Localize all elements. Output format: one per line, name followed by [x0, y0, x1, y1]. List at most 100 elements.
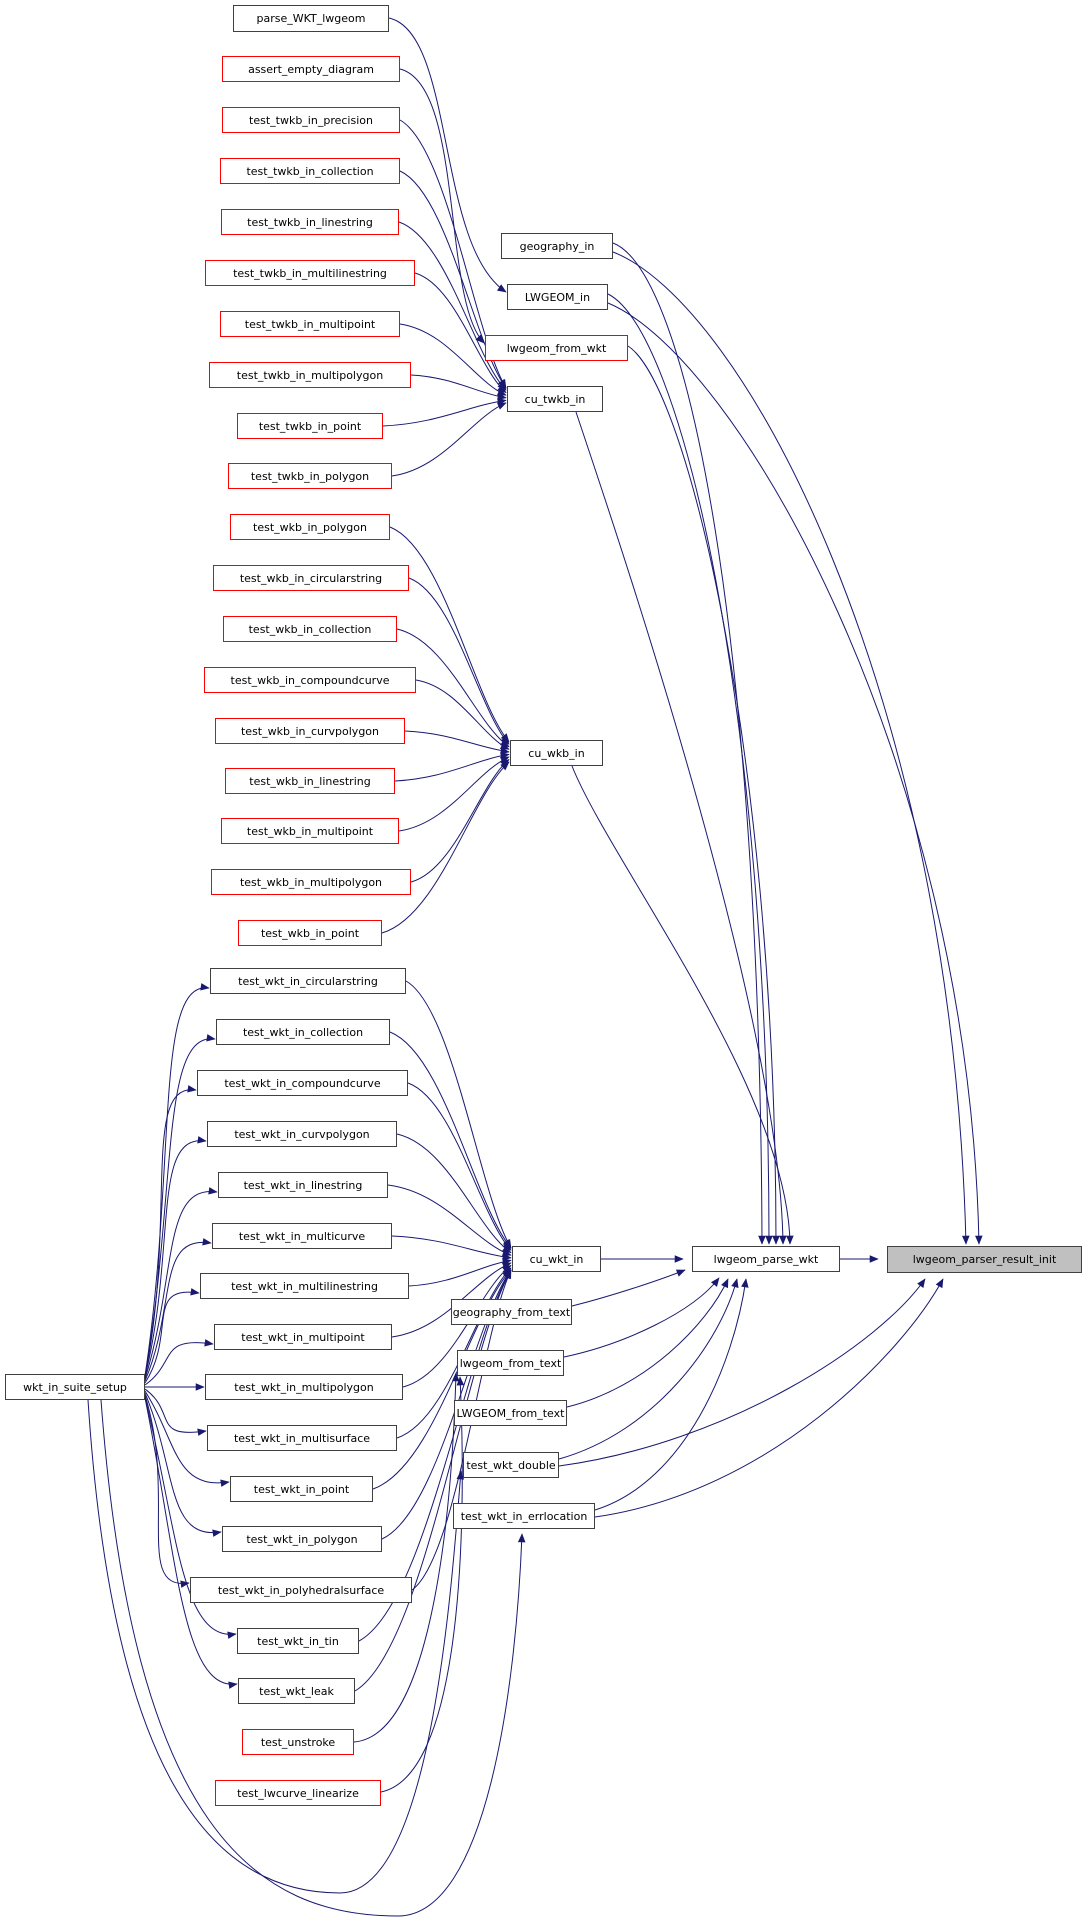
node-label: lwgeom_from_wkt [506, 341, 607, 355]
node-cu_wkt_in[interactable]: cu_wkt_in [512, 1246, 601, 1272]
node-LWGEOM_in[interactable]: LWGEOM_in [507, 284, 608, 310]
node-label: test_wkb_in_polygon [253, 520, 367, 534]
node-cu_wkb_in[interactable]: cu_wkb_in [510, 740, 603, 766]
node-test_wkt_in_circularstring[interactable]: test_wkt_in_circularstring [210, 968, 406, 994]
edge-test_wkt_in_multilinestring-cu_wkt_in [408, 1257, 512, 1287]
edge-test_wkb_in_linestring-cu_wkb_in [394, 751, 510, 782]
node-label: test_wkb_in_point [260, 926, 360, 940]
node-label: test_wkt_in_polyhedralsurface [217, 1583, 385, 1597]
edge-wkt_in_suite_setup-test_wkt_in_multisurface [144, 1388, 207, 1436]
node-label: cu_wkb_in [528, 746, 585, 760]
edge-test_wkb_in_multipolygon-cu_wkb_in [410, 758, 510, 883]
edge-test_wkt_in_circularstring-cu_wkt_in [405, 980, 512, 1249]
node-test_wkt_in_compoundcurve[interactable]: test_wkt_in_compoundcurve [197, 1070, 408, 1096]
node-assert_empty_diagram[interactable]: assert_empty_diagram [222, 56, 400, 82]
node-test_twkb_in_collection[interactable]: test_twkb_in_collection [220, 158, 400, 184]
node-label: test_twkb_in_multilinestring [233, 266, 387, 280]
node-test_wkt_in_polyhedralsurface[interactable]: test_wkt_in_polyhedralsurface [190, 1577, 412, 1603]
node-test_wkt_in_multipolygon[interactable]: test_wkt_in_multipolygon [205, 1374, 403, 1400]
node-test_twkb_in_multilinestring[interactable]: test_twkb_in_multilinestring [205, 260, 415, 286]
node-test_wkb_in_linestring[interactable]: test_wkb_in_linestring [225, 768, 395, 794]
node-geography_in[interactable]: geography_in [501, 233, 613, 259]
node-test_wkt_in_multipoint[interactable]: test_wkt_in_multipoint [214, 1324, 392, 1350]
node-test_wkb_in_curvpolygon[interactable]: test_wkb_in_curvpolygon [215, 718, 405, 744]
node-test_wkb_in_multipolygon[interactable]: test_wkb_in_multipolygon [211, 869, 411, 895]
node-test_wkt_in_multilinestring[interactable]: test_wkt_in_multilinestring [200, 1273, 409, 1299]
node-test_wkb_in_collection[interactable]: test_wkb_in_collection [223, 616, 397, 642]
node-test_wkb_in_circularstring[interactable]: test_wkb_in_circularstring [213, 565, 409, 591]
node-geography_from_text[interactable]: geography_from_text [451, 1299, 572, 1325]
edge-test_wkt_in_point-cu_wkt_in [372, 1269, 512, 1490]
edge-geography_in-lwgeom_parser_result_init [612, 251, 970, 1245]
node-lwgeom_from_text[interactable]: lwgeom_from_text [457, 1350, 564, 1376]
edge-wkt_in_suite_setup-test_wkt_in_multilinestring [144, 1288, 200, 1384]
node-test_twkb_in_multipolygon[interactable]: test_twkb_in_multipolygon [209, 362, 411, 388]
node-test_wkb_in_multipoint[interactable]: test_wkb_in_multipoint [221, 818, 399, 844]
node-test_twkb_in_multipoint[interactable]: test_twkb_in_multipoint [220, 311, 400, 337]
edge-geography_in-lwgeom_parse_wkt [612, 242, 766, 1245]
node-test_wkt_in_tin[interactable]: test_wkt_in_tin [237, 1628, 359, 1654]
node-label: test_wkb_in_compoundcurve [230, 673, 390, 687]
edge-test_wkt_double-lwgeom_parser_result_init [558, 1278, 926, 1467]
edge-test_wkb_in_point-cu_wkb_in [381, 761, 510, 934]
edge-wkt_in_suite_setup-test_wkt_in_tin [144, 1397, 237, 1639]
node-label: geography_from_text [452, 1305, 571, 1319]
edge-lwgeom_from_wkt-lwgeom_parse_wkt [627, 345, 780, 1245]
edge-test_wkt_in_errlocation-lwgeom_parse_wkt [594, 1278, 749, 1511]
node-label: test_wkt_in_compoundcurve [224, 1076, 381, 1090]
node-test_twkb_in_linestring[interactable]: test_twkb_in_linestring [221, 209, 399, 235]
node-test_unstroke[interactable]: test_unstroke [242, 1729, 354, 1755]
node-test_wkt_in_curvpolygon[interactable]: test_wkt_in_curvpolygon [207, 1121, 397, 1147]
edge-test_twkb_in_collection-cu_twkb_in [399, 170, 507, 389]
edge-assert_empty_diagram-lwgeom_from_wkt [399, 68, 485, 344]
edge-test_twkb_in_multipoint-cu_twkb_in [399, 323, 507, 396]
edge-test_twkb_in_linestring-cu_twkb_in [398, 221, 507, 391]
node-test_wkt_in_collection[interactable]: test_wkt_in_collection [216, 1019, 390, 1045]
node-test_wkt_in_linestring[interactable]: test_wkt_in_linestring [218, 1172, 388, 1198]
node-test_wkt_leak[interactable]: test_wkt_leak [238, 1678, 355, 1704]
node-test_wkt_in_polygon[interactable]: test_wkt_in_polygon [222, 1526, 382, 1552]
node-label: test_wkt_in_errlocation [460, 1509, 588, 1523]
node-wkt_in_suite_setup[interactable]: wkt_in_suite_setup [5, 1374, 145, 1400]
node-test_wkb_in_compoundcurve[interactable]: test_wkb_in_compoundcurve [204, 667, 416, 693]
edge-test_wkt_in_multicurve-cu_wkt_in [391, 1235, 512, 1261]
node-cu_twkb_in[interactable]: cu_twkb_in [507, 386, 603, 412]
edge-test_wkb_in_circularstring-cu_wkb_in [408, 577, 510, 745]
node-label: test_wkt_in_collection [242, 1025, 364, 1039]
node-test_wkt_in_multicurve[interactable]: test_wkt_in_multicurve [212, 1223, 392, 1249]
node-test_twkb_in_polygon[interactable]: test_twkb_in_polygon [228, 463, 392, 489]
node-test_wkt_double[interactable]: test_wkt_double [463, 1452, 559, 1478]
node-label: cu_wkt_in [529, 1252, 584, 1266]
edge-test_lwcurve_linearize-lwgeom_from_text [380, 1376, 465, 1793]
edge-test_twkb_in_point-cu_twkb_in [382, 397, 507, 427]
edge-test_wkb_in_multipoint-cu_wkb_in [398, 756, 510, 832]
node-label: cu_twkb_in [524, 392, 586, 406]
edge-wkt_in_suite_setup-test_wkt_double [87, 1399, 465, 1894]
node-lwgeom_parser_result_init: lwgeom_parser_result_init [887, 1246, 1082, 1273]
edge-wkt_in_suite_setup-test_wkt_in_point [144, 1390, 230, 1487]
node-label: lwgeom_parser_result_init [912, 1253, 1057, 1266]
node-label: test_twkb_in_collection [246, 164, 374, 178]
node-test_twkb_in_point[interactable]: test_twkb_in_point [237, 413, 383, 439]
node-test_wkt_in_errlocation[interactable]: test_wkt_in_errlocation [453, 1503, 595, 1529]
node-LWGEOM_from_text[interactable]: LWGEOM_from_text [454, 1400, 567, 1426]
node-test_lwcurve_linearize[interactable]: test_lwcurve_linearize [215, 1780, 381, 1806]
node-label: test_wkb_in_multipolygon [239, 875, 383, 889]
edge-cu_wkb_in-lwgeom_parse_wkt [571, 765, 794, 1245]
edge-lwgeom_from_text-lwgeom_parse_wkt [563, 1277, 720, 1358]
node-test_wkb_in_polygon[interactable]: test_wkb_in_polygon [230, 514, 390, 540]
edge-test_wkt_in_collection-cu_wkt_in [389, 1031, 512, 1249]
edge-cu_twkb_in-lwgeom_parse_wkt [575, 411, 787, 1245]
node-test_twkb_in_precision[interactable]: test_twkb_in_precision [222, 107, 400, 133]
node-label: test_wkt_in_curvpolygon [234, 1127, 370, 1141]
node-label: test_wkt_in_multisurface [233, 1431, 371, 1445]
node-parse_WKT_lwgeom[interactable]: parse_WKT_lwgeom [233, 5, 389, 32]
node-test_wkt_in_point[interactable]: test_wkt_in_point [230, 1476, 373, 1502]
node-lwgeom_parse_wkt[interactable]: lwgeom_parse_wkt [692, 1246, 840, 1272]
node-test_wkt_in_multisurface[interactable]: test_wkt_in_multisurface [207, 1425, 397, 1451]
node-lwgeom_from_wkt[interactable]: lwgeom_from_wkt [485, 335, 628, 361]
node-label: test_twkb_in_point [258, 419, 362, 433]
node-test_wkb_in_point[interactable]: test_wkb_in_point [238, 920, 382, 946]
node-label: test_wkt_in_circularstring [238, 974, 378, 988]
